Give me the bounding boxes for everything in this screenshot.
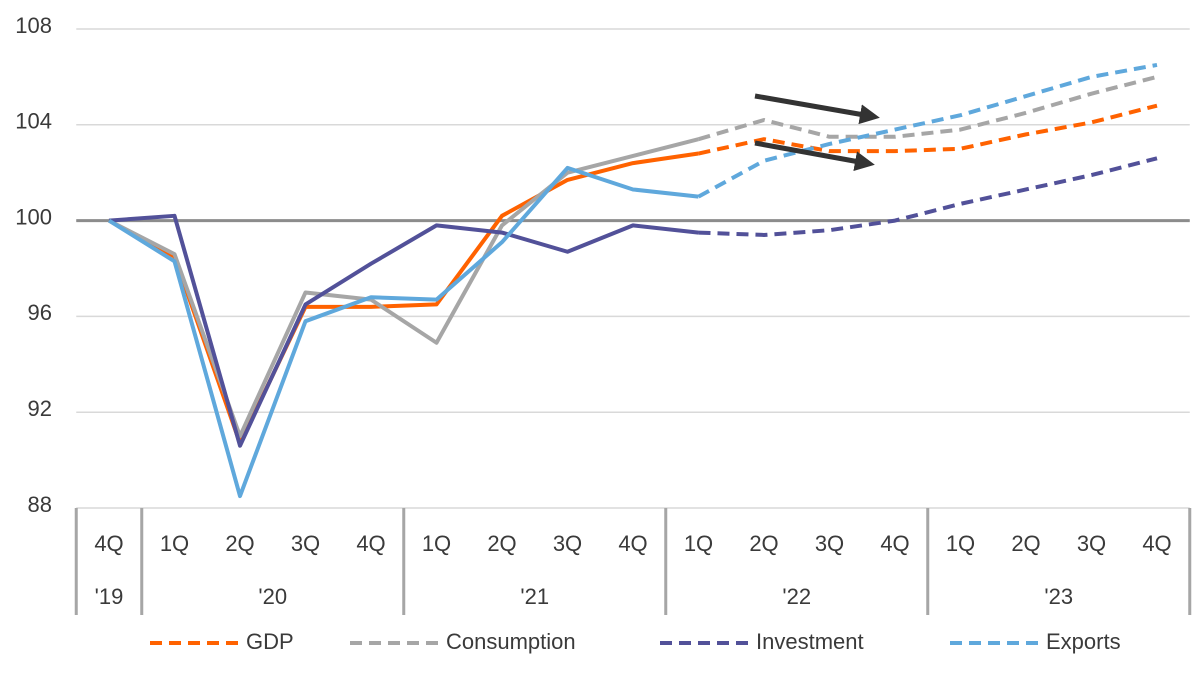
x-group-label: '19 [95, 584, 124, 609]
x-tick-label: 4Q [356, 531, 385, 556]
x-tick-label: 3Q [553, 531, 582, 556]
legend-label: GDP [246, 629, 294, 654]
legend-label: Exports [1046, 629, 1121, 654]
x-tick-label: 4Q [880, 531, 909, 556]
series-line [698, 156, 1158, 237]
series-line [698, 103, 1158, 156]
x-tick-label: 1Q [422, 531, 451, 556]
x-tick-label: 3Q [815, 531, 844, 556]
x-tick-label: 2Q [225, 531, 254, 556]
x-group-label: '20 [258, 584, 287, 609]
x-tick-label: 2Q [487, 531, 516, 556]
x-tick-label: 3Q [291, 531, 320, 556]
series-line [108, 137, 699, 439]
series-line [697, 74, 1158, 142]
x-group-label: '21 [520, 584, 549, 609]
series-line [108, 213, 699, 448]
x-group-label: '23 [1044, 584, 1073, 609]
x-tick-label: 1Q [946, 531, 975, 556]
y-tick-label: 88 [28, 492, 52, 517]
legend-label: Consumption [446, 629, 576, 654]
x-tick-label: 1Q [684, 531, 713, 556]
y-tick-label: 104 [15, 109, 52, 134]
y-tick-label: 96 [28, 300, 52, 325]
y-tick-label: 100 [15, 204, 52, 229]
y-tick-label: 92 [28, 396, 52, 421]
x-group-label: '22 [782, 584, 811, 609]
x-tick-label: 2Q [1011, 531, 1040, 556]
annotation-arrow [754, 93, 880, 125]
series-line [697, 62, 1158, 199]
y-tick-label: 108 [15, 13, 52, 38]
x-tick-label: 3Q [1077, 531, 1106, 556]
x-tick-label: 4Q [1142, 531, 1171, 556]
x-tick-label: 2Q [749, 531, 778, 556]
legend-label: Investment [756, 629, 864, 654]
x-tick-label: 1Q [160, 531, 189, 556]
x-tick-label: 4Q [94, 531, 123, 556]
annotation-arrow [754, 140, 875, 172]
x-tick-label: 4Q [618, 531, 647, 556]
series-line [107, 165, 699, 499]
